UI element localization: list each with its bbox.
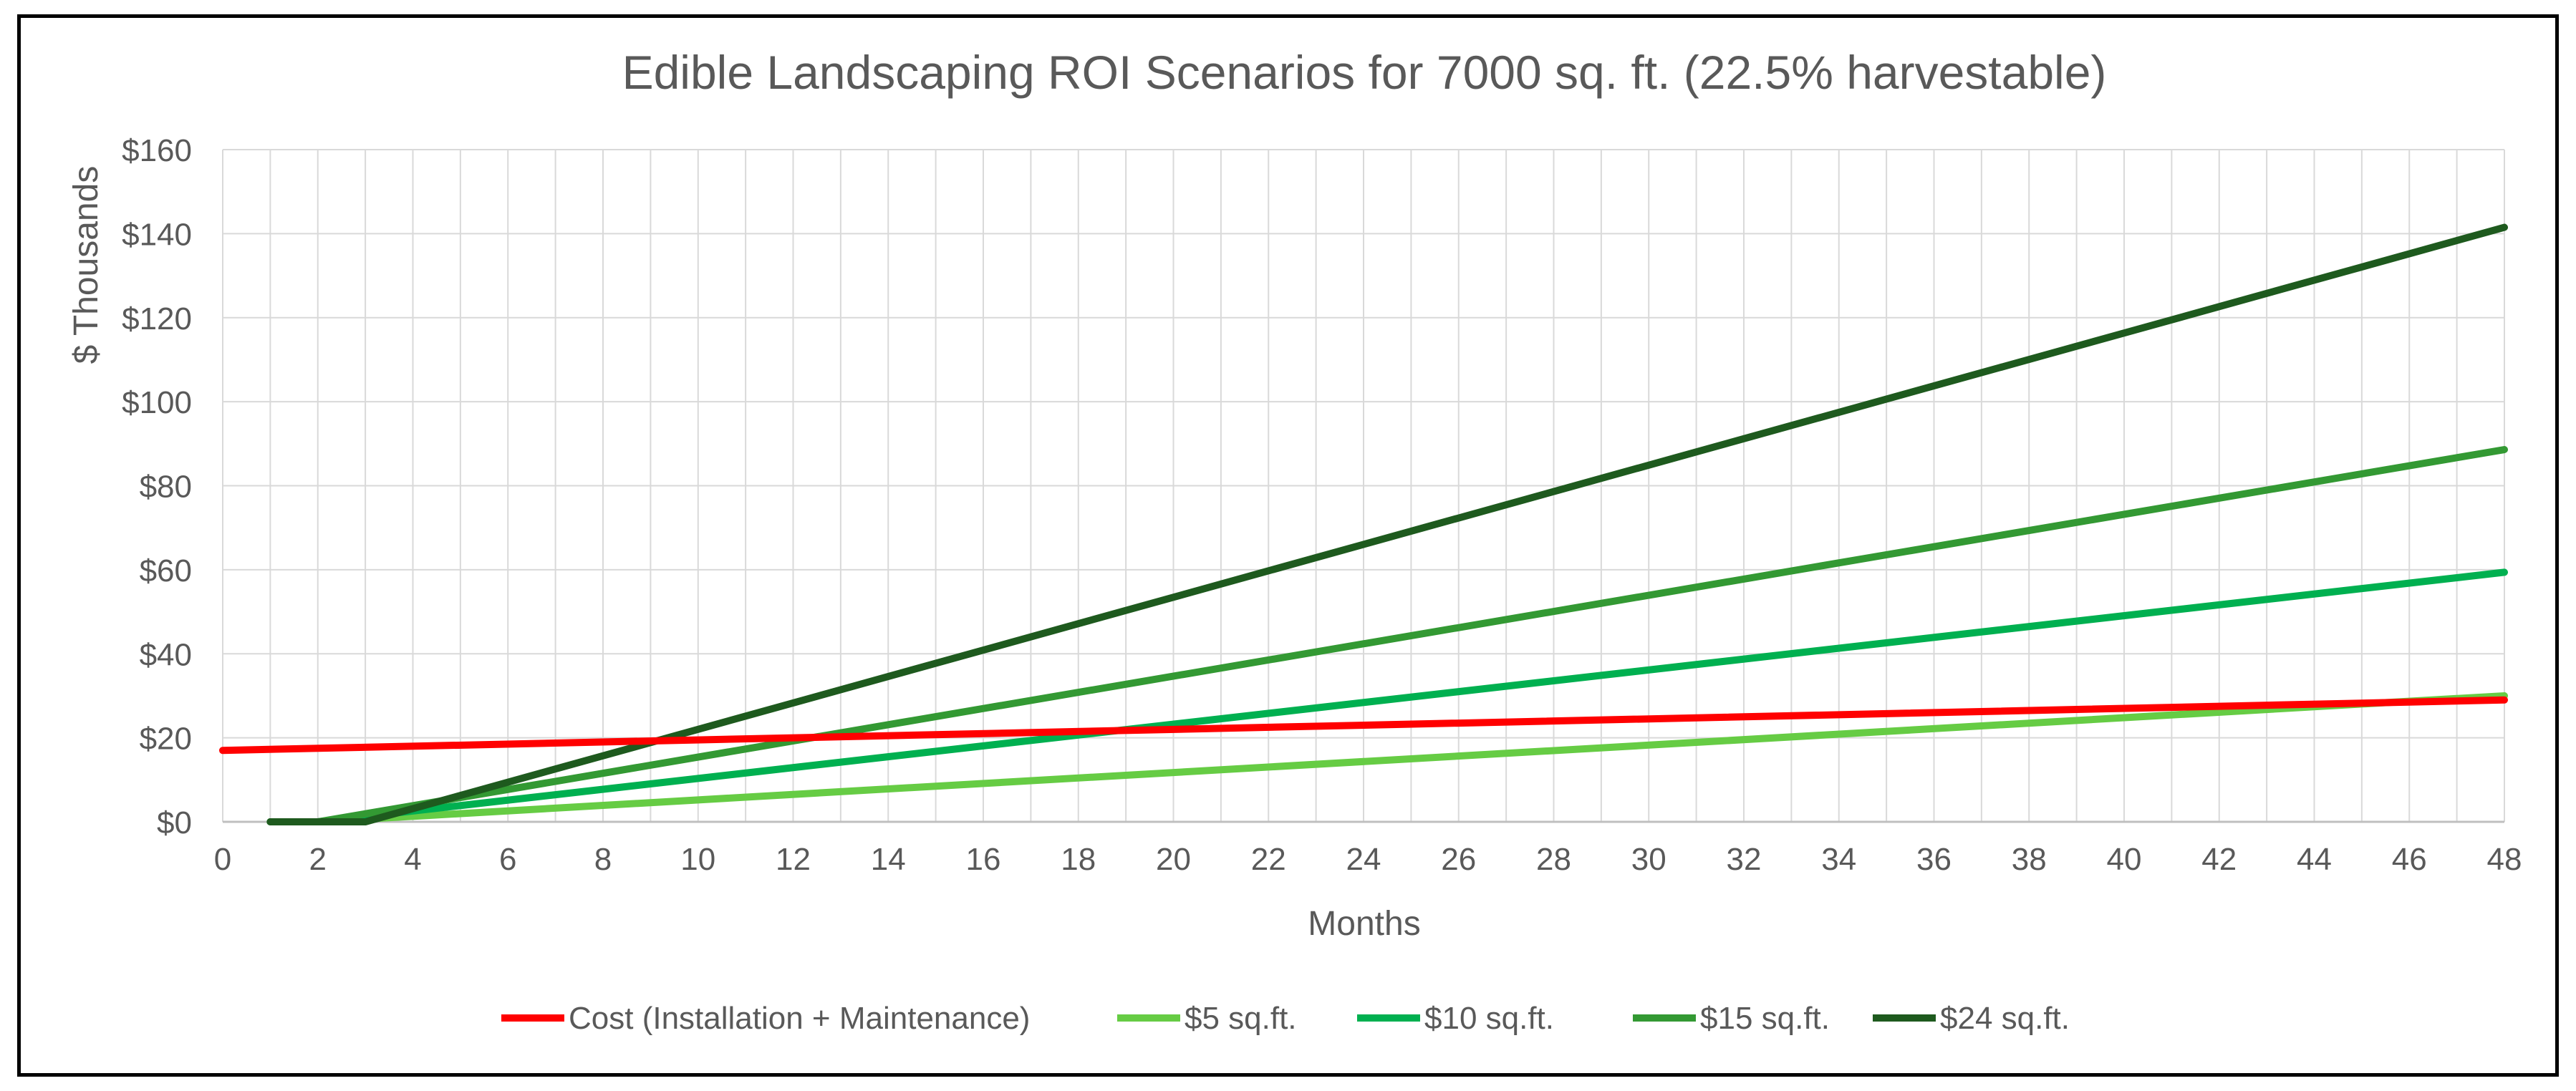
x-tick-label: 26 xyxy=(1441,842,1476,877)
legend: Cost (Installation + Maintenance) $5 sq.f… xyxy=(501,1001,2070,1036)
x-tick-label: 36 xyxy=(1916,842,1952,877)
y-axis-label: $ Thousands xyxy=(67,166,105,364)
y-tick-label: $0 xyxy=(157,805,192,840)
y-tick-label: $140 xyxy=(122,217,192,252)
x-tick-label: 6 xyxy=(499,842,516,877)
y-tick-label: $80 xyxy=(140,470,192,505)
x-tick-label: 42 xyxy=(2201,842,2237,877)
legend-label: Cost (Installation + Maintenance) xyxy=(569,1001,1030,1036)
x-tick-label: 22 xyxy=(1251,842,1286,877)
y-tick-label: $40 xyxy=(140,637,192,672)
x-axis-label: Months xyxy=(1308,905,1420,943)
series-lines xyxy=(219,223,2508,825)
x-tick-label: 8 xyxy=(594,842,612,877)
x-tick-label: 28 xyxy=(1536,842,1571,877)
x-tick-label: 2 xyxy=(309,842,327,877)
x-tick-label: 34 xyxy=(1821,842,1856,877)
legend-label: $24 sq.ft. xyxy=(1940,1001,2070,1036)
legend-label: $10 sq.ft. xyxy=(1424,1001,1554,1036)
x-axis-ticks: 0 2 4 6 8 10 12 14 16 18 20 22 24 26 28 30 32 34 36 38 40 42 4… xyxy=(214,842,2522,877)
x-tick-label: 32 xyxy=(1727,842,1762,877)
gridlines xyxy=(222,149,2505,823)
series-line xyxy=(266,223,2508,825)
chart-frame xyxy=(17,14,2559,1077)
x-tick-label: 4 xyxy=(404,842,421,877)
x-tick-label: 48 xyxy=(2487,842,2522,877)
y-tick-label: $20 xyxy=(140,722,192,757)
x-tick-label: 40 xyxy=(2107,842,2142,877)
x-tick-label: 46 xyxy=(2392,842,2427,877)
y-tick-label: $60 xyxy=(140,553,192,588)
series-line xyxy=(266,568,2508,825)
x-tick-label: 30 xyxy=(1631,842,1666,877)
x-tick-label: 12 xyxy=(776,842,811,877)
x-tick-label: 10 xyxy=(680,842,715,877)
chart-title: Edible Landscaping ROI Scenarios for 700… xyxy=(622,46,2107,99)
y-tick-label: $120 xyxy=(122,301,192,336)
x-tick-label: 0 xyxy=(214,842,231,877)
series-line xyxy=(266,446,2508,825)
y-tick-label: $160 xyxy=(122,133,192,168)
series-line xyxy=(219,696,2508,755)
x-tick-label: 16 xyxy=(966,842,1001,877)
x-tick-label: 24 xyxy=(1346,842,1381,877)
x-tick-label: 20 xyxy=(1156,842,1191,877)
x-tick-label: 44 xyxy=(2297,842,2332,877)
legend-label: $5 sq.ft. xyxy=(1185,1001,1297,1036)
y-tick-label: $100 xyxy=(122,385,192,420)
legend-label: $15 sq.ft. xyxy=(1700,1001,1830,1036)
x-tick-label: 38 xyxy=(2012,842,2047,877)
x-tick-label: 14 xyxy=(871,842,906,877)
x-tick-label: 18 xyxy=(1061,842,1096,877)
y-axis-ticks: $0 $20 $40 $60 $80 $100 $120 $140 $160 xyxy=(122,133,192,840)
